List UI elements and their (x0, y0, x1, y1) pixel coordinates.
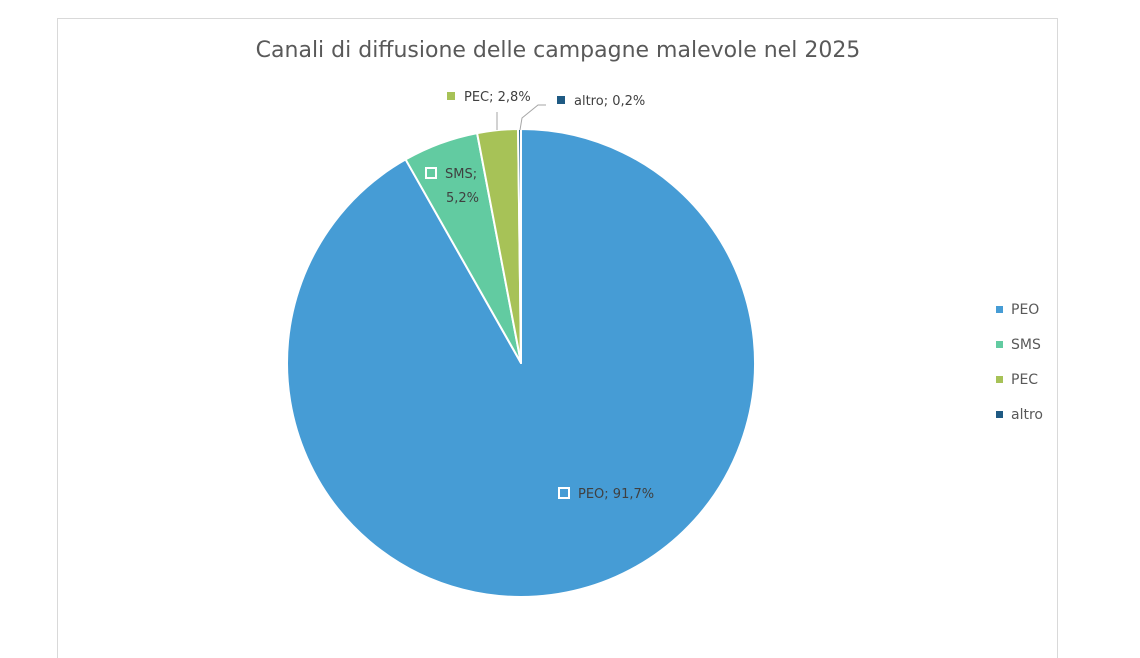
legend-label-pec: PEC (1011, 372, 1039, 388)
sms-swatch (425, 166, 437, 179)
pie-chart (286, 104, 757, 598)
data-label-peo: PEO; 91,7% (558, 486, 655, 502)
legend-label-altro: altro (1011, 407, 1043, 423)
sms-label-line1: SMS; (445, 167, 478, 182)
altro-leader-line (519, 104, 546, 131)
peo-label-text: PEO; 91,7% (578, 487, 655, 502)
legend-label-peo: PEO (1011, 302, 1040, 318)
data-label-pec: PEC; 2,8% (447, 90, 531, 105)
legend-item-peo: PEO (996, 300, 1043, 335)
sms-label-line2: 5,2% (446, 191, 480, 206)
legend-label-sms: SMS (1011, 337, 1041, 353)
legend-swatch-altro (996, 410, 1003, 418)
pec-label-text: PEC; 2,8% (464, 90, 531, 105)
altro-swatch (557, 95, 565, 104)
altro-label-text: altro; 0,2% (574, 94, 646, 109)
chart-legend: PEO SMS PEC altro (996, 300, 1043, 440)
legend-item-altro: altro (996, 405, 1043, 440)
legend-item-pec: PEC (996, 370, 1043, 405)
pec-swatch (447, 91, 455, 100)
legend-swatch-sms (996, 340, 1003, 348)
data-label-altro: altro; 0,2% (557, 94, 645, 109)
chart-title: Canali di diffusione delle campagne male… (255, 38, 861, 63)
data-label-sms: SMS; 5,2% (425, 163, 479, 211)
legend-swatch-peo (996, 305, 1003, 313)
legend-swatch-pec (996, 375, 1003, 383)
pie-slice-altro (517, 128, 522, 364)
peo-swatch (558, 486, 570, 499)
legend-item-sms: SMS (996, 335, 1043, 370)
